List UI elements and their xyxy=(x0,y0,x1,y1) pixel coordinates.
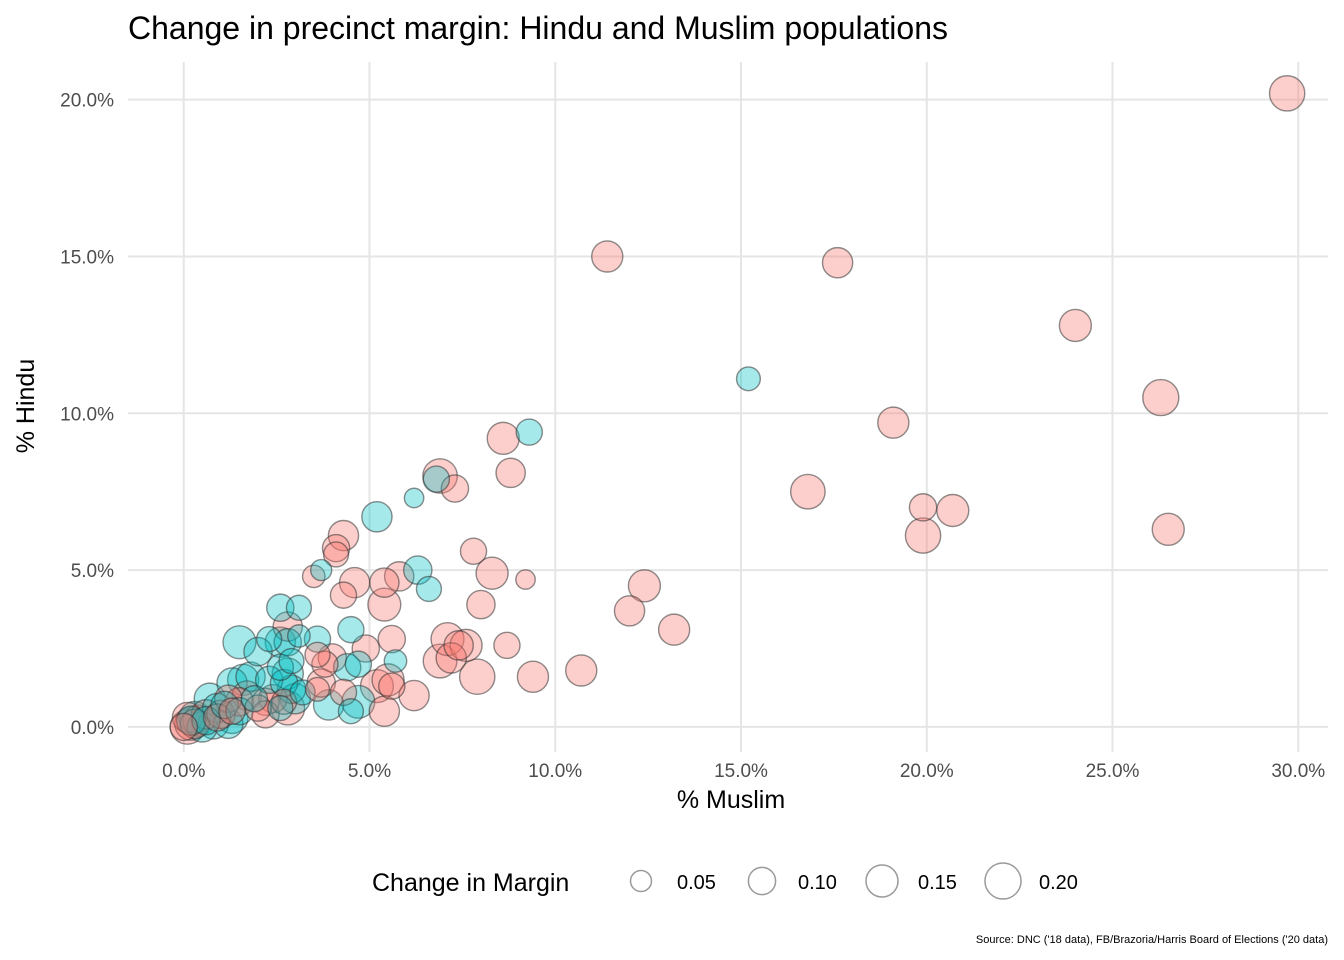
source-note: Source: DNC ('18 data), FB/Brazoria/Harr… xyxy=(976,934,1328,946)
data-point-teal xyxy=(303,625,332,653)
data-point-red xyxy=(304,676,331,702)
data-point-red xyxy=(327,519,360,552)
data-point-red xyxy=(301,564,326,589)
data-point-red xyxy=(565,654,598,687)
data-point-red xyxy=(322,541,350,568)
data-point-red xyxy=(475,556,509,590)
data-point-red xyxy=(877,406,910,439)
x-tick-label: 20.0% xyxy=(900,761,954,782)
data-point-red xyxy=(443,630,474,661)
data-point-teal xyxy=(278,647,305,675)
legend-size-label: 0.20 xyxy=(1039,872,1078,894)
data-point-red xyxy=(378,672,406,700)
x-tick-label: 0.0% xyxy=(162,761,205,782)
data-point-teal xyxy=(309,558,333,582)
data-point-red xyxy=(821,246,854,279)
data-point-red xyxy=(351,634,381,663)
data-point-teal xyxy=(415,575,443,603)
data-point-teal xyxy=(332,653,362,682)
data-point-red xyxy=(329,581,358,609)
data-point-red xyxy=(459,537,488,566)
data-point-red xyxy=(516,660,550,693)
y-tick-label: 10.0% xyxy=(60,404,114,425)
data-point-teal xyxy=(240,684,269,713)
x-tick-label: 5.0% xyxy=(348,761,391,782)
data-point-teal xyxy=(191,705,221,736)
legend-size-circle xyxy=(865,864,899,898)
x-tick-label: 10.0% xyxy=(528,761,582,782)
gridlines xyxy=(128,62,1328,752)
y-tick-label: 20.0% xyxy=(60,91,114,112)
data-point-teal xyxy=(361,500,393,533)
data-point-teal xyxy=(235,661,266,693)
y-tick-labels: 0.0% 5.0% 10.0% 15.0% 20.0% xyxy=(60,91,114,739)
data-point-red xyxy=(321,533,351,563)
data-point-red xyxy=(218,697,246,725)
data-point-red xyxy=(458,658,496,696)
data-point-teal xyxy=(337,615,365,644)
data-point-red xyxy=(422,643,458,679)
x-tick-label: 15.0% xyxy=(714,761,768,782)
size-legend: Change in Margin 0.05 0.10 0.15 0.20 xyxy=(372,862,1078,900)
legend-size-circle xyxy=(747,866,777,896)
y-tick-label: 15.0% xyxy=(60,247,114,268)
data-point-red xyxy=(789,473,826,510)
data-point-red xyxy=(904,517,942,554)
data-point-red xyxy=(613,595,646,627)
data-point-red xyxy=(495,457,526,489)
data-point-teal xyxy=(337,698,365,725)
x-tick-label: 30.0% xyxy=(1271,761,1325,782)
data-point-teal xyxy=(255,625,283,653)
data-point-red xyxy=(466,589,496,620)
data-point-red xyxy=(515,569,536,590)
data-point-teal xyxy=(266,593,295,623)
data-point-red xyxy=(1151,512,1185,547)
legend-size-circle xyxy=(984,862,1022,900)
data-point-red xyxy=(486,421,520,456)
data-point-red xyxy=(367,587,402,622)
data-point-red xyxy=(591,240,624,273)
legend-size-circle xyxy=(629,869,653,893)
data-point-red xyxy=(1058,308,1093,343)
data-point-teal xyxy=(403,487,425,509)
data-point-red xyxy=(368,695,401,728)
data-point-red xyxy=(627,569,662,603)
data-point-teal xyxy=(267,694,294,722)
data-point-teal xyxy=(285,594,313,621)
data-point-red xyxy=(369,567,400,598)
data-point-red xyxy=(169,712,199,742)
data-point-teal xyxy=(515,418,544,446)
legend-title: Change in Margin xyxy=(372,869,569,897)
data-point-teal xyxy=(222,625,257,660)
y-tick-label: 5.0% xyxy=(71,561,114,582)
data-point-teal xyxy=(383,649,408,673)
legend-size-label: 0.10 xyxy=(798,872,837,894)
data-point-red xyxy=(383,561,415,592)
data-point-red xyxy=(657,613,691,646)
legend-size-label: 0.05 xyxy=(677,872,716,894)
data-point-red xyxy=(440,474,470,503)
chart-title: Change in precinct margin: Hindu and Mus… xyxy=(128,10,948,46)
y-axis-title: % Hindu xyxy=(12,359,40,454)
y-tick-label: 0.0% xyxy=(71,718,114,739)
data-point-red xyxy=(1142,378,1180,417)
data-points xyxy=(169,75,1306,745)
data-point-red xyxy=(1268,75,1306,112)
data-point-teal xyxy=(735,366,762,392)
x-tick-label: 25.0% xyxy=(1086,761,1140,782)
data-point-red xyxy=(377,624,407,654)
data-point-red xyxy=(398,679,430,712)
data-point-red xyxy=(908,493,938,522)
data-point-teal xyxy=(286,624,311,648)
data-point-teal xyxy=(344,650,373,678)
data-point-red xyxy=(493,631,521,660)
data-point-red xyxy=(304,641,331,668)
data-point-teal xyxy=(289,679,316,706)
data-point-teal xyxy=(422,465,451,493)
x-tick-labels: 0.0% 5.0% 10.0% 15.0% 20.0% 25.0% 30.0% xyxy=(162,761,1325,782)
legend-size-label: 0.15 xyxy=(918,872,957,894)
data-point-red xyxy=(936,493,970,528)
x-axis-title: % Muslim xyxy=(677,786,785,814)
